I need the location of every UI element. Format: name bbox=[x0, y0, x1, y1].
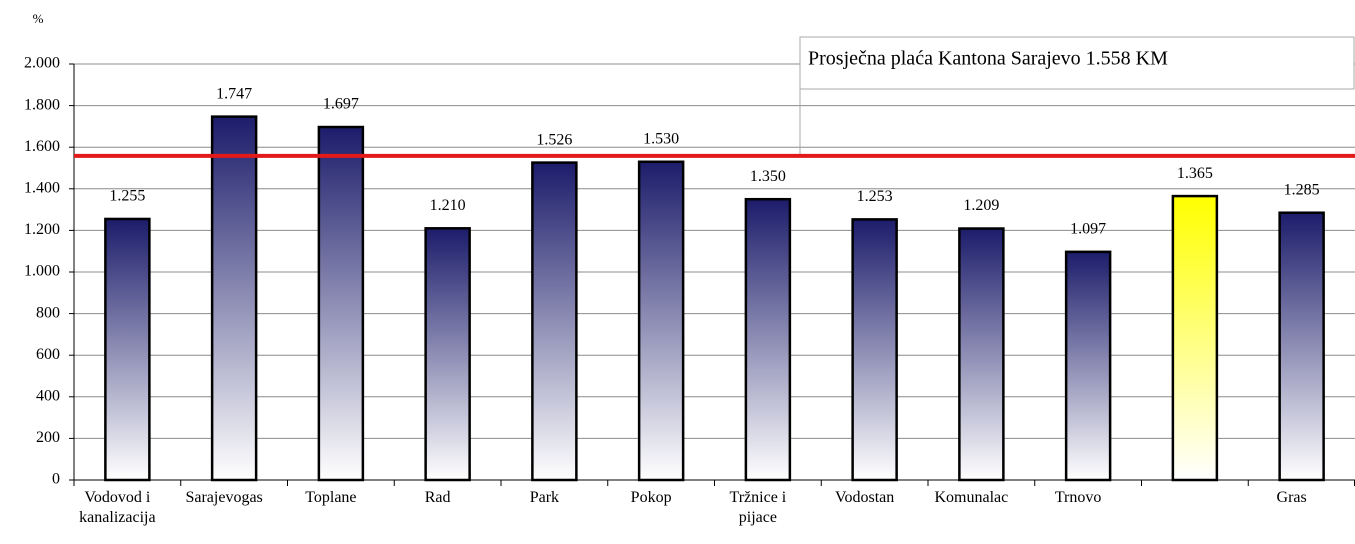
bar bbox=[317, 125, 365, 482]
bar bbox=[637, 160, 685, 482]
x-tick-label: Tržnice i pijace bbox=[730, 489, 787, 526]
bar bbox=[1171, 194, 1219, 482]
x-tick-label: Komunalac bbox=[935, 489, 1009, 506]
y-tick-label: 1.600 bbox=[24, 138, 60, 155]
y-tick-label: 600 bbox=[36, 346, 60, 363]
x-tick-label: Vodostan bbox=[835, 489, 894, 506]
y-tick-label: 800 bbox=[36, 304, 60, 321]
value-label: 1.253 bbox=[857, 188, 893, 205]
y-tick-label: 1.200 bbox=[24, 221, 60, 238]
value-label: 1.697 bbox=[323, 96, 359, 113]
x-tick-label: Trnovo bbox=[1055, 489, 1102, 506]
y-tick-label: 0 bbox=[52, 471, 60, 488]
y-tick-label: 2.000 bbox=[24, 55, 60, 72]
x-tick-label: Sarajevogas bbox=[185, 489, 262, 506]
bar bbox=[424, 227, 471, 482]
value-label: 1.530 bbox=[643, 130, 679, 147]
y-tick-label: 1.400 bbox=[24, 179, 60, 196]
x-tick-label: Toplane bbox=[305, 489, 356, 506]
bar bbox=[958, 227, 1005, 482]
annotation: Prosječna plaća Kantona Sarajevo 1.558 K… bbox=[808, 48, 1168, 70]
bar bbox=[104, 217, 151, 482]
annotation-box bbox=[799, 36, 1355, 90]
y-tick-label: 200 bbox=[36, 429, 60, 446]
value-label: 1.285 bbox=[1284, 181, 1320, 198]
bar bbox=[851, 218, 898, 482]
bar bbox=[1278, 211, 1325, 482]
y-axis-label: % bbox=[33, 11, 44, 26]
value-label: 1.210 bbox=[430, 197, 466, 214]
value-label: 1.365 bbox=[1177, 165, 1213, 182]
x-tick-label: Pokop bbox=[631, 489, 672, 506]
x-tick-label: Gras bbox=[1277, 489, 1307, 506]
bar bbox=[1064, 250, 1112, 482]
value-label: 1.255 bbox=[109, 188, 145, 205]
bar bbox=[210, 115, 258, 482]
value-label: 1.526 bbox=[536, 131, 572, 148]
y-tick-label: 1.000 bbox=[24, 263, 60, 280]
x-tick-label: Rad bbox=[425, 489, 451, 506]
y-tick-label: 1.800 bbox=[24, 96, 60, 113]
value-label: 1.350 bbox=[750, 168, 786, 185]
x-tick-label: Park bbox=[530, 489, 559, 506]
value-label: 1.097 bbox=[1070, 220, 1106, 237]
bar bbox=[531, 161, 578, 482]
value-label: 1.747 bbox=[216, 85, 252, 102]
y-tick-label: 400 bbox=[36, 387, 60, 404]
value-label: 1.209 bbox=[963, 197, 999, 214]
x-tick-label: Vodovod i kanalizacija bbox=[79, 489, 155, 526]
bar bbox=[744, 197, 792, 482]
